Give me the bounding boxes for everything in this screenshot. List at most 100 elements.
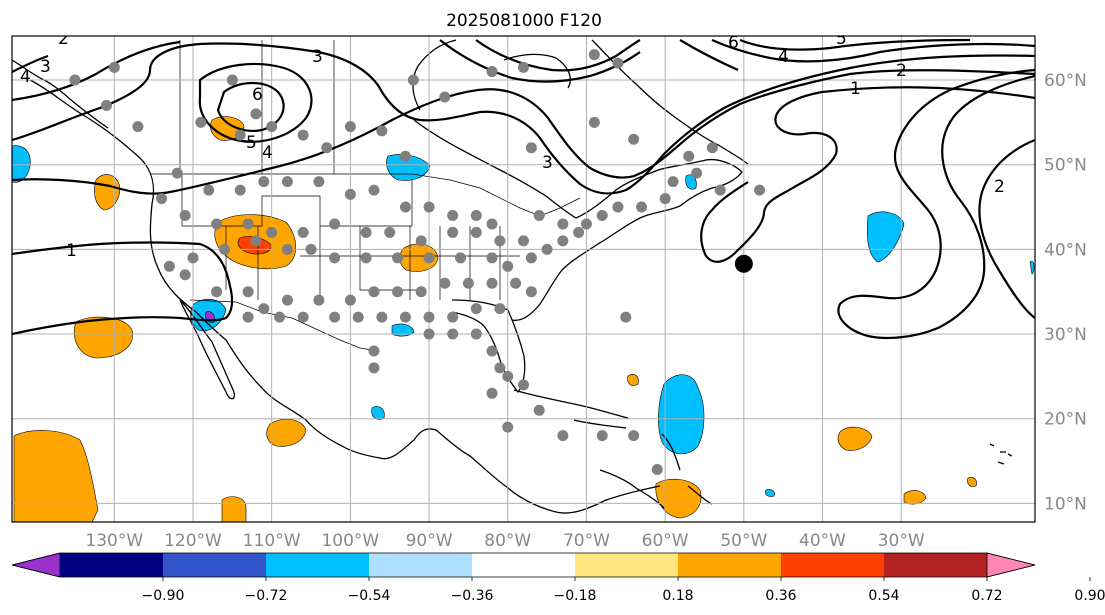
- station-dot: [242, 286, 254, 298]
- station-dot: [754, 184, 766, 196]
- station-dot: [108, 61, 120, 73]
- colorbar: [11, 552, 1091, 581]
- colorbar-tick-label: 0.18: [662, 588, 693, 604]
- latitude-label: 30°N: [1044, 325, 1087, 345]
- longitude-labels: 130°W 120°W 110°W 100°W 90°W 80°W 70°W 60°W 50°W…: [85, 531, 924, 551]
- station-dot: [297, 311, 309, 323]
- contour-label: 1: [66, 241, 77, 261]
- station-dot: [588, 49, 600, 61]
- colorbar-tick-label: −0.54: [348, 588, 391, 604]
- station-dot: [399, 150, 411, 162]
- longitude-label: 100°W: [321, 531, 379, 551]
- station-dot: [376, 311, 388, 323]
- station-dot: [281, 294, 293, 306]
- station-dot: [525, 286, 537, 298]
- station-dot: [447, 311, 459, 323]
- contour-label: 1: [850, 79, 861, 99]
- station-dot: [533, 404, 545, 416]
- station-dot: [384, 226, 396, 238]
- contour-label: 4: [20, 67, 31, 87]
- station-dot: [407, 74, 419, 86]
- station-dot: [518, 379, 529, 391]
- station-dot: [620, 311, 632, 323]
- station-dot: [156, 193, 168, 205]
- station-dot: [494, 303, 506, 315]
- station-dot: [211, 218, 223, 230]
- station-dot: [518, 235, 529, 247]
- storm-position-marker: [734, 254, 753, 273]
- colorbar-segment: [60, 553, 163, 577]
- station-dot: [368, 362, 380, 374]
- station-dot: [525, 142, 537, 154]
- station-dot: [557, 235, 569, 247]
- colorbar-tick-label: −0.90: [142, 588, 185, 604]
- anomaly-shading: [12, 116, 1035, 522]
- anomaly-negative-region: [391, 323, 415, 337]
- station-dot: [667, 176, 679, 188]
- anomaly-negative-region: [658, 374, 705, 455]
- station-dot: [486, 387, 498, 399]
- colorbar-tick-label: 0.72: [971, 588, 1002, 604]
- station-dot: [494, 362, 506, 374]
- latitude-label: 10°N: [1044, 494, 1087, 514]
- station-dot: [297, 226, 309, 238]
- contour-label: 2: [58, 29, 69, 49]
- station-dot: [541, 243, 553, 255]
- station-dot: [368, 345, 380, 357]
- colorbar-extend-high: [986, 552, 1036, 578]
- station-dot: [659, 193, 671, 205]
- figure-title: 2025081000 F120: [446, 11, 602, 31]
- longitude-label: 30°W: [878, 531, 925, 551]
- anomaly-positive-region: [266, 418, 307, 447]
- station-dot: [596, 209, 608, 221]
- station-dot: [266, 226, 278, 238]
- station-dot: [313, 176, 325, 188]
- contour-label: 4: [778, 47, 789, 67]
- longitude-label: 40°W: [799, 531, 846, 551]
- station-dot: [179, 209, 191, 221]
- colorbar-outline: [11, 552, 1036, 578]
- station-dot: [218, 243, 230, 255]
- colorbar-segment: [369, 553, 472, 577]
- station-dot: [557, 430, 569, 442]
- colorbar-tick-label: 0.90: [1074, 588, 1105, 604]
- map-frame: [11, 35, 1036, 523]
- station-dot: [305, 243, 317, 255]
- station-dot: [266, 121, 278, 133]
- station-dot: [360, 226, 372, 238]
- latitude-label: 20°N: [1044, 410, 1087, 430]
- station-dot: [234, 129, 246, 141]
- station-dot: [329, 252, 341, 264]
- station-dot: [651, 464, 663, 476]
- contour-label: 2: [994, 177, 1005, 197]
- station-dot: [486, 277, 498, 289]
- station-dot: [171, 167, 183, 179]
- station-dot: [714, 184, 726, 196]
- station-dot: [439, 91, 451, 103]
- borders: [150, 40, 581, 351]
- latitude-label: 60°N: [1044, 71, 1087, 91]
- station-dot: [250, 108, 262, 120]
- station-dot: [281, 176, 293, 188]
- station-dot: [281, 243, 293, 255]
- station-dot: [415, 286, 427, 298]
- contour-labels: 1 1 2 2 2 3 3 3 4 4 4 5 5 6 6: [20, 29, 1005, 261]
- anomaly-positive-region: [74, 316, 133, 359]
- colorbar-extend-low: [11, 552, 61, 578]
- station-markers: [69, 49, 766, 476]
- contour-label: 3: [40, 57, 51, 77]
- station-dot: [368, 184, 380, 196]
- station-dot: [486, 345, 498, 357]
- station-dot: [525, 252, 537, 264]
- contour-label: 3: [542, 153, 553, 173]
- anomaly-positive-region: [13, 430, 99, 522]
- station-dot: [573, 226, 585, 238]
- station-dot: [502, 260, 514, 272]
- station-dot: [195, 116, 207, 128]
- anomaly-negative-region: [685, 174, 697, 190]
- anomaly-positive-region: [221, 496, 247, 522]
- station-dot: [486, 218, 498, 230]
- longitude-label: 90°W: [406, 531, 453, 551]
- station-dot: [423, 201, 435, 213]
